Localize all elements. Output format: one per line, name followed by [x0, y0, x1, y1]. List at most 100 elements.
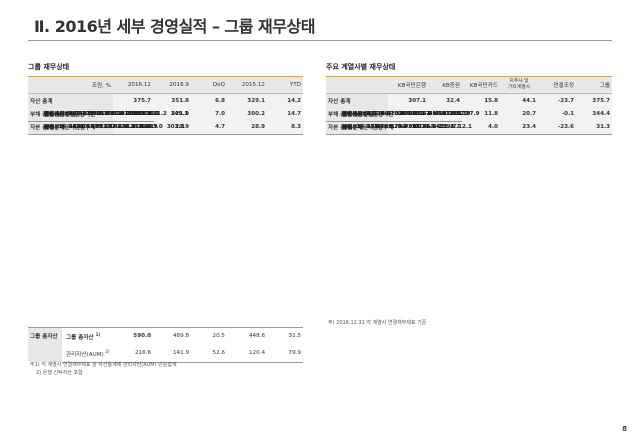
cell-value: 18.0	[84, 107, 103, 122]
cell-value: 24.8	[406, 107, 425, 122]
cell-value: -21.7	[424, 107, 445, 122]
right-subtitle: 주요 계열사별 재무상태	[326, 63, 396, 71]
cell-value: 27.9	[465, 110, 480, 117]
row-label: 그룹 총자산	[66, 334, 94, 341]
cell-value: 17.1	[364, 120, 383, 135]
cell-value: 8.6	[364, 107, 379, 122]
cell-value: 32.4	[428, 93, 462, 108]
cell-value: 52.6	[191, 344, 227, 363]
column-header: QoQ	[191, 76, 227, 94]
cell-value: 24.1	[118, 120, 137, 135]
group-total-assets-label: 그룹 총자산	[28, 327, 62, 362]
table-row: 자산 총계 307.1 32.4 15.8 44.1 -23.7 375.7	[326, 93, 612, 108]
column-header: 2015.12	[227, 76, 267, 94]
right-footnote: 주) 2016.12.31 각 계열사 연결재무제표 기준	[328, 320, 427, 326]
cell-value: 31.3	[438, 120, 456, 135]
footnote-marker: 2)	[105, 348, 110, 354]
column-header: 2016.9	[153, 76, 191, 94]
table-row: 관리자산(AUM) 2) 216.6 141.9 52.6 120.4 79.9	[28, 344, 303, 363]
cell-value: 307.1	[388, 93, 428, 108]
cell-value: 14.9	[66, 107, 85, 122]
cell-value: 303.3	[166, 124, 185, 131]
row-label: 자산 총계	[326, 93, 388, 108]
table-row: 그룹 총자산 그룹 총자산 1) 590.0 489.8 20.5 448.6 …	[28, 326, 303, 362]
cell-value: 375.7	[113, 93, 153, 108]
column-header: YTD	[267, 76, 303, 94]
footnote-marker: 1)	[95, 331, 101, 337]
table-row: 기타부채 31.3 32.4 -3.4 24.1 29.9	[28, 120, 155, 135]
left-footnote-2: 2) 은행 신탁자산 포함	[36, 370, 83, 376]
cell-value: 0.8	[392, 107, 407, 122]
column-header: KB국민카드	[462, 76, 500, 94]
column-header: 2016.12	[113, 76, 153, 94]
left-subtitle: 그룹 재무상태	[28, 63, 70, 71]
cell-value: -3.4	[102, 120, 119, 135]
row-label: 기타자산	[326, 107, 365, 122]
cell-value: 14.9	[444, 107, 463, 122]
cell-value: 1.9	[396, 120, 411, 135]
column-header: 지주사 및 기타계열사	[500, 76, 538, 94]
table-header-row: 조원, % 2016.12 2016.9 QoQ 2015.12 YTD	[28, 76, 303, 94]
cell-value: 2.2	[382, 120, 397, 135]
cell-value: 79.9	[267, 344, 303, 363]
cell-value: 31.3	[576, 120, 612, 135]
page-title: Ⅱ. 2016년 세부 경영실적 – 그룹 재무상태	[34, 17, 315, 36]
left-footnote-1: 주1) 각 계열사 연결재무제표 상 자산총계에 관리자산(AUM) 단순합계	[30, 362, 177, 368]
cell-value: 23.4	[500, 120, 538, 135]
cell-value: 29.9	[136, 120, 155, 135]
cell-value: 590.0	[113, 326, 153, 345]
cell-value: 6.8	[191, 93, 227, 108]
cell-value: 149.1	[170, 110, 189, 117]
cell-value: 216.6	[113, 344, 153, 363]
cell-value: -23.7	[538, 93, 576, 108]
cell-value: 489.8	[153, 326, 191, 345]
column-header-line: 지주사 및	[509, 79, 529, 84]
cell-value: -23.6	[538, 120, 576, 135]
column-header-line: 기타계열사	[507, 85, 531, 90]
cell-value: 20.5	[191, 326, 227, 345]
cell-value: 15.8	[462, 93, 500, 108]
cell-value: 351.8	[153, 93, 191, 108]
cell-value: 12.1	[458, 124, 472, 131]
affiliate-financial-table: KB국민은행 KB증권 KB국민카드 지주사 및 기타계열사 연결조정 그룹 자…	[326, 76, 612, 135]
table-row: 자산 총계 375.7 351.8 6.8 329.1 14.2	[28, 93, 303, 108]
total-assets-label: 그룹 총자산 1)	[62, 326, 113, 345]
cell-value: 0.4	[424, 120, 439, 135]
cell-value: 141.9	[153, 344, 191, 363]
cell-value: -17.2	[102, 107, 123, 122]
aum-table: 그룹 총자산 그룹 총자산 1) 590.0 489.8 20.5 448.6 …	[28, 326, 303, 363]
cell-value: 321.9	[153, 107, 191, 121]
group-financial-table: 조원, % 2016.12 2016.9 QoQ 2015.12 YTD 자산 …	[28, 76, 303, 135]
cell-value: 329.1	[227, 93, 267, 108]
cell-value: 11.2	[152, 110, 167, 117]
aum-label: 관리자산(AUM) 2)	[62, 344, 113, 363]
cell-value: 14.0	[122, 107, 141, 122]
row-label: 자산 총계	[28, 93, 113, 108]
cell-value: 11.8	[462, 107, 500, 121]
column-header: 조원, %	[28, 76, 113, 94]
table-row: 기타부채 17.1 2.2 1.9 9.7 0.4 31.3	[326, 120, 456, 135]
cell-value: 344.4	[576, 107, 612, 121]
cell-value: -0.1	[538, 107, 576, 121]
table-header-row: KB국민은행 KB증권 KB국민카드 지주사 및 기타계열사 연결조정 그룹	[326, 76, 612, 94]
row-label: 기타부채	[28, 120, 67, 135]
column-header	[326, 76, 388, 94]
cell-value: 14.7	[267, 107, 303, 121]
cell-value: 31.3	[66, 120, 85, 135]
table-row: 기타자산 14.9 18.0 -17.2 14.0 6.4	[28, 107, 155, 122]
cell-value: 2.4	[378, 107, 393, 122]
cell-value: 4.7	[191, 120, 227, 135]
cell-value: 300.2	[227, 107, 267, 121]
cell-value: 29.9	[153, 120, 191, 135]
row-label: 기타자산	[28, 107, 67, 122]
cell-value: 9.8	[150, 110, 161, 117]
cell-value: 31.5	[267, 326, 303, 345]
page-number: 8	[622, 425, 627, 433]
cell-value: 17.9	[456, 110, 471, 117]
group-label-text: 그룹 총자산	[30, 334, 58, 340]
cell-value: 44.1	[500, 93, 538, 108]
cell-value: 3.0	[152, 124, 163, 131]
table-row: 기타자산 8.6 2.4 0.8 24.8 -21.7 14.9	[326, 107, 463, 122]
row-label: 기타부채	[326, 120, 365, 135]
cell-value: 14.2	[267, 93, 303, 108]
